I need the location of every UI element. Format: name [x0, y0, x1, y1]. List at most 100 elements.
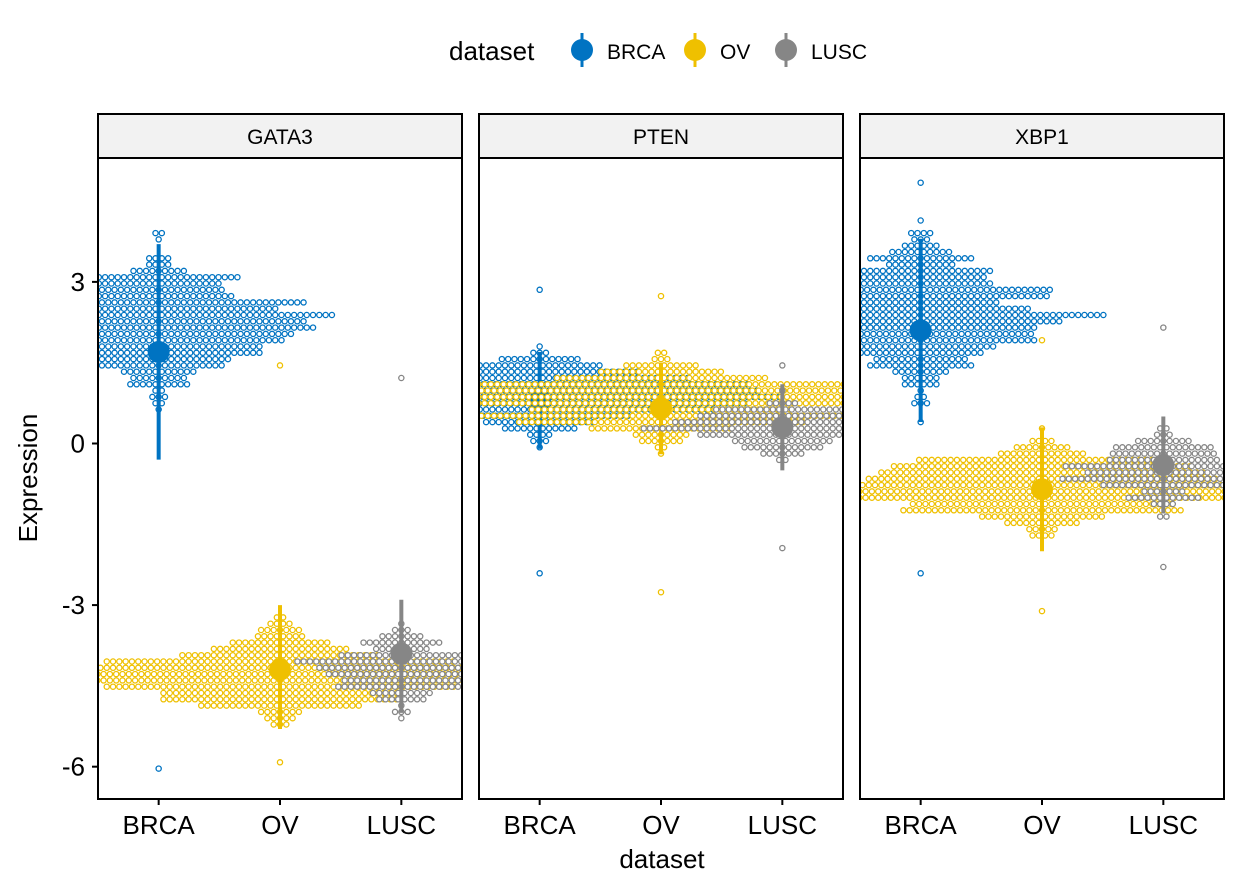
data-point	[802, 381, 810, 388]
data-point	[388, 689, 396, 697]
data-point	[55, 350, 60, 355]
data-point	[911, 362, 918, 369]
data-point	[588, 393, 595, 401]
data-point	[1038, 607, 1046, 615]
data-point	[435, 639, 443, 646]
data-point	[123, 330, 131, 338]
data-point	[670, 437, 677, 445]
data-point	[736, 374, 744, 382]
data-point	[520, 374, 528, 382]
data-point	[157, 677, 164, 684]
data-point	[354, 382, 359, 387]
data-point	[930, 273, 937, 281]
data-point	[237, 343, 244, 350]
data-point	[490, 659, 495, 664]
data-point	[55, 300, 60, 305]
data-point	[923, 311, 931, 319]
data-point	[305, 645, 312, 653]
data-point	[117, 349, 125, 357]
data-point	[246, 324, 254, 331]
data-point	[205, 355, 213, 363]
data-point	[36, 300, 41, 305]
data-point	[196, 292, 203, 300]
data-point	[242, 702, 249, 709]
data-point	[171, 324, 178, 331]
data-point	[747, 444, 755, 451]
data-point	[1021, 330, 1028, 338]
data-point	[982, 494, 989, 501]
data-point	[907, 229, 915, 237]
data-point	[596, 362, 603, 369]
data-point	[610, 374, 618, 382]
data-point	[1038, 336, 1046, 344]
data-point	[163, 670, 170, 678]
data-point	[1079, 450, 1087, 457]
data-point	[414, 388, 419, 393]
data-point	[923, 267, 931, 275]
data-point	[98, 318, 106, 325]
data-point	[873, 299, 880, 306]
data-point	[1172, 475, 1180, 483]
data-point	[224, 299, 232, 306]
data-point	[807, 437, 814, 445]
data-point	[174, 343, 181, 350]
data-point	[999, 318, 1006, 325]
data-point	[556, 381, 564, 388]
data-point	[185, 664, 192, 672]
data-point	[697, 412, 704, 420]
data-point	[597, 387, 605, 394]
data-point	[686, 368, 693, 375]
data-point	[186, 355, 194, 363]
data-point	[901, 242, 909, 249]
data-point	[999, 292, 1006, 300]
data-point	[811, 306, 816, 311]
data-point	[911, 355, 918, 363]
data-point	[283, 708, 290, 716]
x-tick-label: LUSC	[367, 810, 436, 840]
data-point	[327, 677, 334, 684]
data-point	[520, 362, 528, 369]
data-point	[1063, 444, 1071, 451]
data-point	[30, 319, 35, 324]
mean-point	[1152, 454, 1175, 477]
data-point	[566, 412, 573, 420]
data-point	[1133, 507, 1140, 514]
data-point	[1101, 507, 1109, 514]
data-point	[1235, 489, 1240, 494]
data-point	[471, 401, 476, 406]
data-point	[915, 481, 923, 489]
data-point	[974, 280, 981, 287]
data-point	[329, 394, 334, 399]
data-point	[797, 425, 805, 432]
data-point	[179, 696, 186, 703]
x-tick-label: LUSC	[748, 810, 817, 840]
data-point	[817, 294, 822, 299]
data-point	[161, 267, 169, 275]
data-point	[823, 425, 830, 432]
data-point	[964, 343, 972, 350]
data-point	[265, 336, 273, 344]
data-point	[730, 387, 737, 394]
data-point	[1000, 507, 1008, 514]
data-point	[849, 325, 854, 330]
data-point	[887, 488, 895, 495]
data-point	[149, 318, 156, 325]
data-point	[936, 255, 943, 262]
data-point	[678, 425, 685, 432]
data-point	[629, 362, 636, 369]
data-point	[74, 350, 79, 355]
data-point	[24, 300, 29, 305]
data-point	[1000, 488, 1008, 495]
data-point	[429, 683, 437, 690]
data-point	[316, 311, 323, 319]
data-point	[967, 336, 975, 344]
data-point	[613, 393, 621, 401]
data-point	[969, 507, 976, 514]
data-point	[673, 368, 681, 375]
data-point	[223, 645, 230, 653]
data-point	[166, 683, 173, 690]
data-point	[903, 481, 910, 489]
data-point	[1060, 513, 1068, 520]
data-point	[141, 664, 148, 672]
data-point	[447, 388, 452, 393]
